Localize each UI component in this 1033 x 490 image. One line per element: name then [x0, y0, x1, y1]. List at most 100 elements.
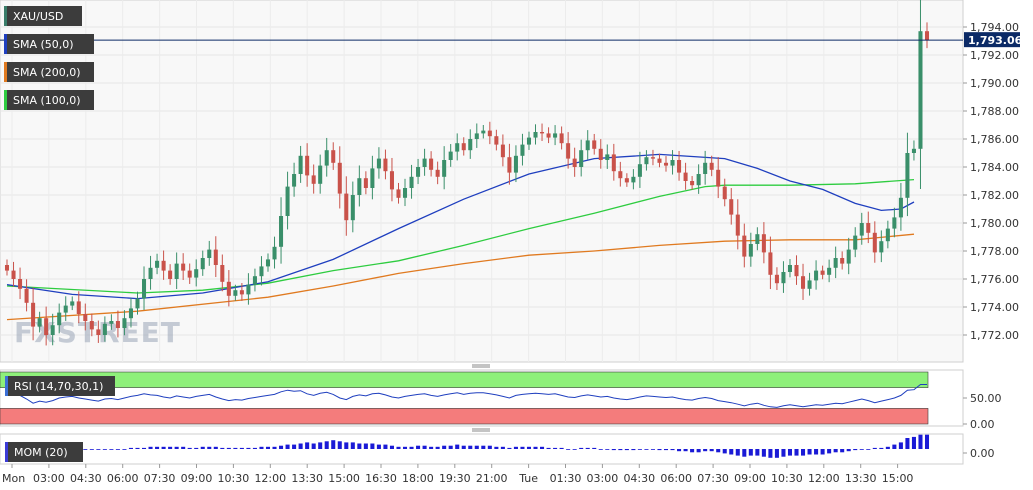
candle	[115, 310, 120, 338]
mom-bar	[370, 443, 375, 449]
price-tick-label: 1,788.00	[970, 105, 1019, 118]
price-axis: 1,794.00 1,792.00 1,790.00 1,788.00 1,786.00…	[963, 21, 1019, 342]
candle	[735, 199, 740, 250]
candle	[128, 298, 133, 328]
candle	[252, 268, 257, 292]
mom-bar	[735, 449, 740, 456]
candle	[4, 259, 10, 276]
candle	[866, 211, 871, 244]
rsi-tick-label: 0.00	[970, 418, 995, 431]
mom-bar	[650, 449, 655, 450]
candle	[703, 150, 708, 185]
legend-item[interactable]: SMA (200,0)	[4, 62, 94, 82]
pane-resize-handle[interactable]	[472, 428, 490, 432]
mom-bar	[461, 445, 466, 449]
candle	[102, 316, 107, 342]
time-tick-label: 06:00	[660, 472, 692, 485]
mom-bar	[709, 449, 714, 452]
sma-lines	[6, 153, 915, 321]
mom-bar	[155, 446, 160, 449]
mom-bar	[194, 447, 199, 449]
candle	[350, 181, 355, 233]
candle	[585, 130, 590, 160]
candle	[520, 133, 525, 166]
candle	[265, 253, 271, 272]
candle	[546, 127, 551, 144]
mom-bar	[109, 449, 114, 450]
mom-bar	[252, 447, 257, 449]
mom-bar	[409, 446, 414, 449]
legend-item[interactable]: SMA (100,0)	[4, 90, 94, 110]
mom-bar	[200, 446, 205, 449]
price-tick-label: 1,784.00	[970, 161, 1019, 174]
candle	[729, 188, 734, 225]
candle	[872, 221, 877, 263]
candle	[924, 22, 930, 49]
price-pane[interactable]	[0, 0, 964, 363]
candle	[233, 284, 238, 301]
legend-label: SMA (50,0)	[13, 38, 74, 51]
mom-bar	[696, 449, 701, 453]
legend-item[interactable]: SMA (50,0)	[4, 34, 94, 54]
candle	[187, 263, 192, 284]
legend: XAU/USD SMA (50,0) SMA (200,0) SMA (100,0)	[4, 6, 94, 110]
candle	[566, 132, 571, 169]
candle	[650, 149, 655, 166]
candle	[200, 250, 205, 276]
mom-bar	[885, 446, 890, 449]
pane-resize-handle[interactable]	[472, 364, 490, 368]
candle	[807, 272, 812, 296]
candle	[96, 320, 101, 343]
mom-bar	[246, 447, 251, 449]
mom-bar	[233, 447, 238, 449]
mom-label-box[interactable]: MOM (20)	[5, 442, 83, 462]
candle	[396, 182, 401, 204]
mom-bar	[794, 449, 799, 456]
candle	[663, 156, 669, 172]
mom-bar	[318, 442, 323, 449]
mom-bar	[520, 446, 525, 449]
candle	[89, 313, 94, 337]
time-tick-label: 18:00	[402, 472, 434, 485]
candle	[357, 165, 362, 207]
price-tick-label: 1,780.00	[970, 217, 1019, 230]
mom-bar	[96, 449, 101, 450]
candle	[435, 161, 440, 185]
candle	[801, 263, 806, 300]
mom-bar	[768, 449, 773, 458]
mom-bar	[265, 446, 271, 449]
mom-bar	[924, 434, 930, 449]
mom-bar	[383, 444, 388, 449]
candle	[768, 236, 773, 290]
candle	[833, 246, 838, 279]
mom-bar	[605, 449, 610, 450]
mom-bar	[324, 441, 329, 449]
mom-bar	[259, 446, 264, 449]
legend-item[interactable]: XAU/USD	[4, 6, 82, 26]
mom-bar	[631, 449, 636, 451]
candle	[840, 251, 845, 270]
candle	[455, 133, 460, 161]
candle	[846, 237, 851, 275]
candle	[331, 142, 336, 170]
candle	[618, 161, 623, 187]
legend-label: SMA (200,0)	[13, 66, 81, 79]
price-tick-label: 1,794.00	[970, 21, 1019, 34]
candle	[540, 123, 545, 142]
mom-bar	[141, 447, 147, 449]
candle	[481, 125, 486, 139]
mom-bar	[703, 449, 708, 452]
mom-bar	[872, 447, 877, 449]
mom-bar	[389, 445, 394, 449]
candle	[748, 232, 753, 267]
mom-bar	[279, 445, 284, 449]
rsi-label-box[interactable]: RSI (14,70,30,1)	[5, 376, 115, 396]
mom-bar	[500, 446, 505, 449]
price-tick-label: 1,772.00	[970, 329, 1019, 342]
mom-bar	[911, 436, 916, 449]
time-tick-label: 07:30	[697, 472, 729, 485]
sma-200-line	[6, 233, 915, 321]
candle	[161, 250, 166, 280]
grid	[0, 0, 963, 362]
mom-bar	[840, 449, 845, 453]
